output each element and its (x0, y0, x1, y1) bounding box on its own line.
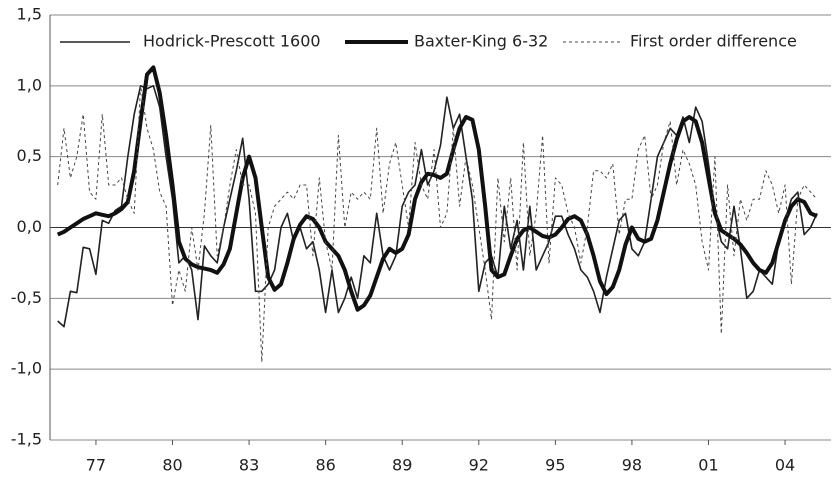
x-tick-label: 86 (315, 456, 335, 475)
legend-label: Baxter-King 6-32 (414, 32, 548, 51)
y-tick-label: -0,5 (11, 288, 42, 307)
y-tick-label: -1,0 (11, 359, 42, 378)
legend-label: First order difference (630, 32, 797, 51)
x-tick-label: 77 (86, 456, 106, 475)
x-tick-label: 04 (775, 456, 795, 475)
x-tick-label: 83 (239, 456, 259, 475)
x-tick-label: 92 (469, 456, 489, 475)
y-tick-label: 0,0 (17, 217, 42, 236)
y-tick-label: 1,0 (17, 75, 42, 94)
legend-label: Hodrick-Prescott 1600 (143, 32, 321, 51)
x-tick-label: 89 (392, 456, 412, 475)
x-tick-label: 95 (545, 456, 565, 475)
x-tick-label: 80 (162, 456, 182, 475)
y-tick-label: 1,5 (17, 5, 42, 24)
x-tick-label: 01 (698, 456, 718, 475)
series-line (56, 65, 818, 312)
x-tick-label: 98 (622, 456, 642, 475)
y-tick-label: 0,5 (17, 146, 42, 165)
y-tick-label: -1,5 (11, 430, 42, 449)
